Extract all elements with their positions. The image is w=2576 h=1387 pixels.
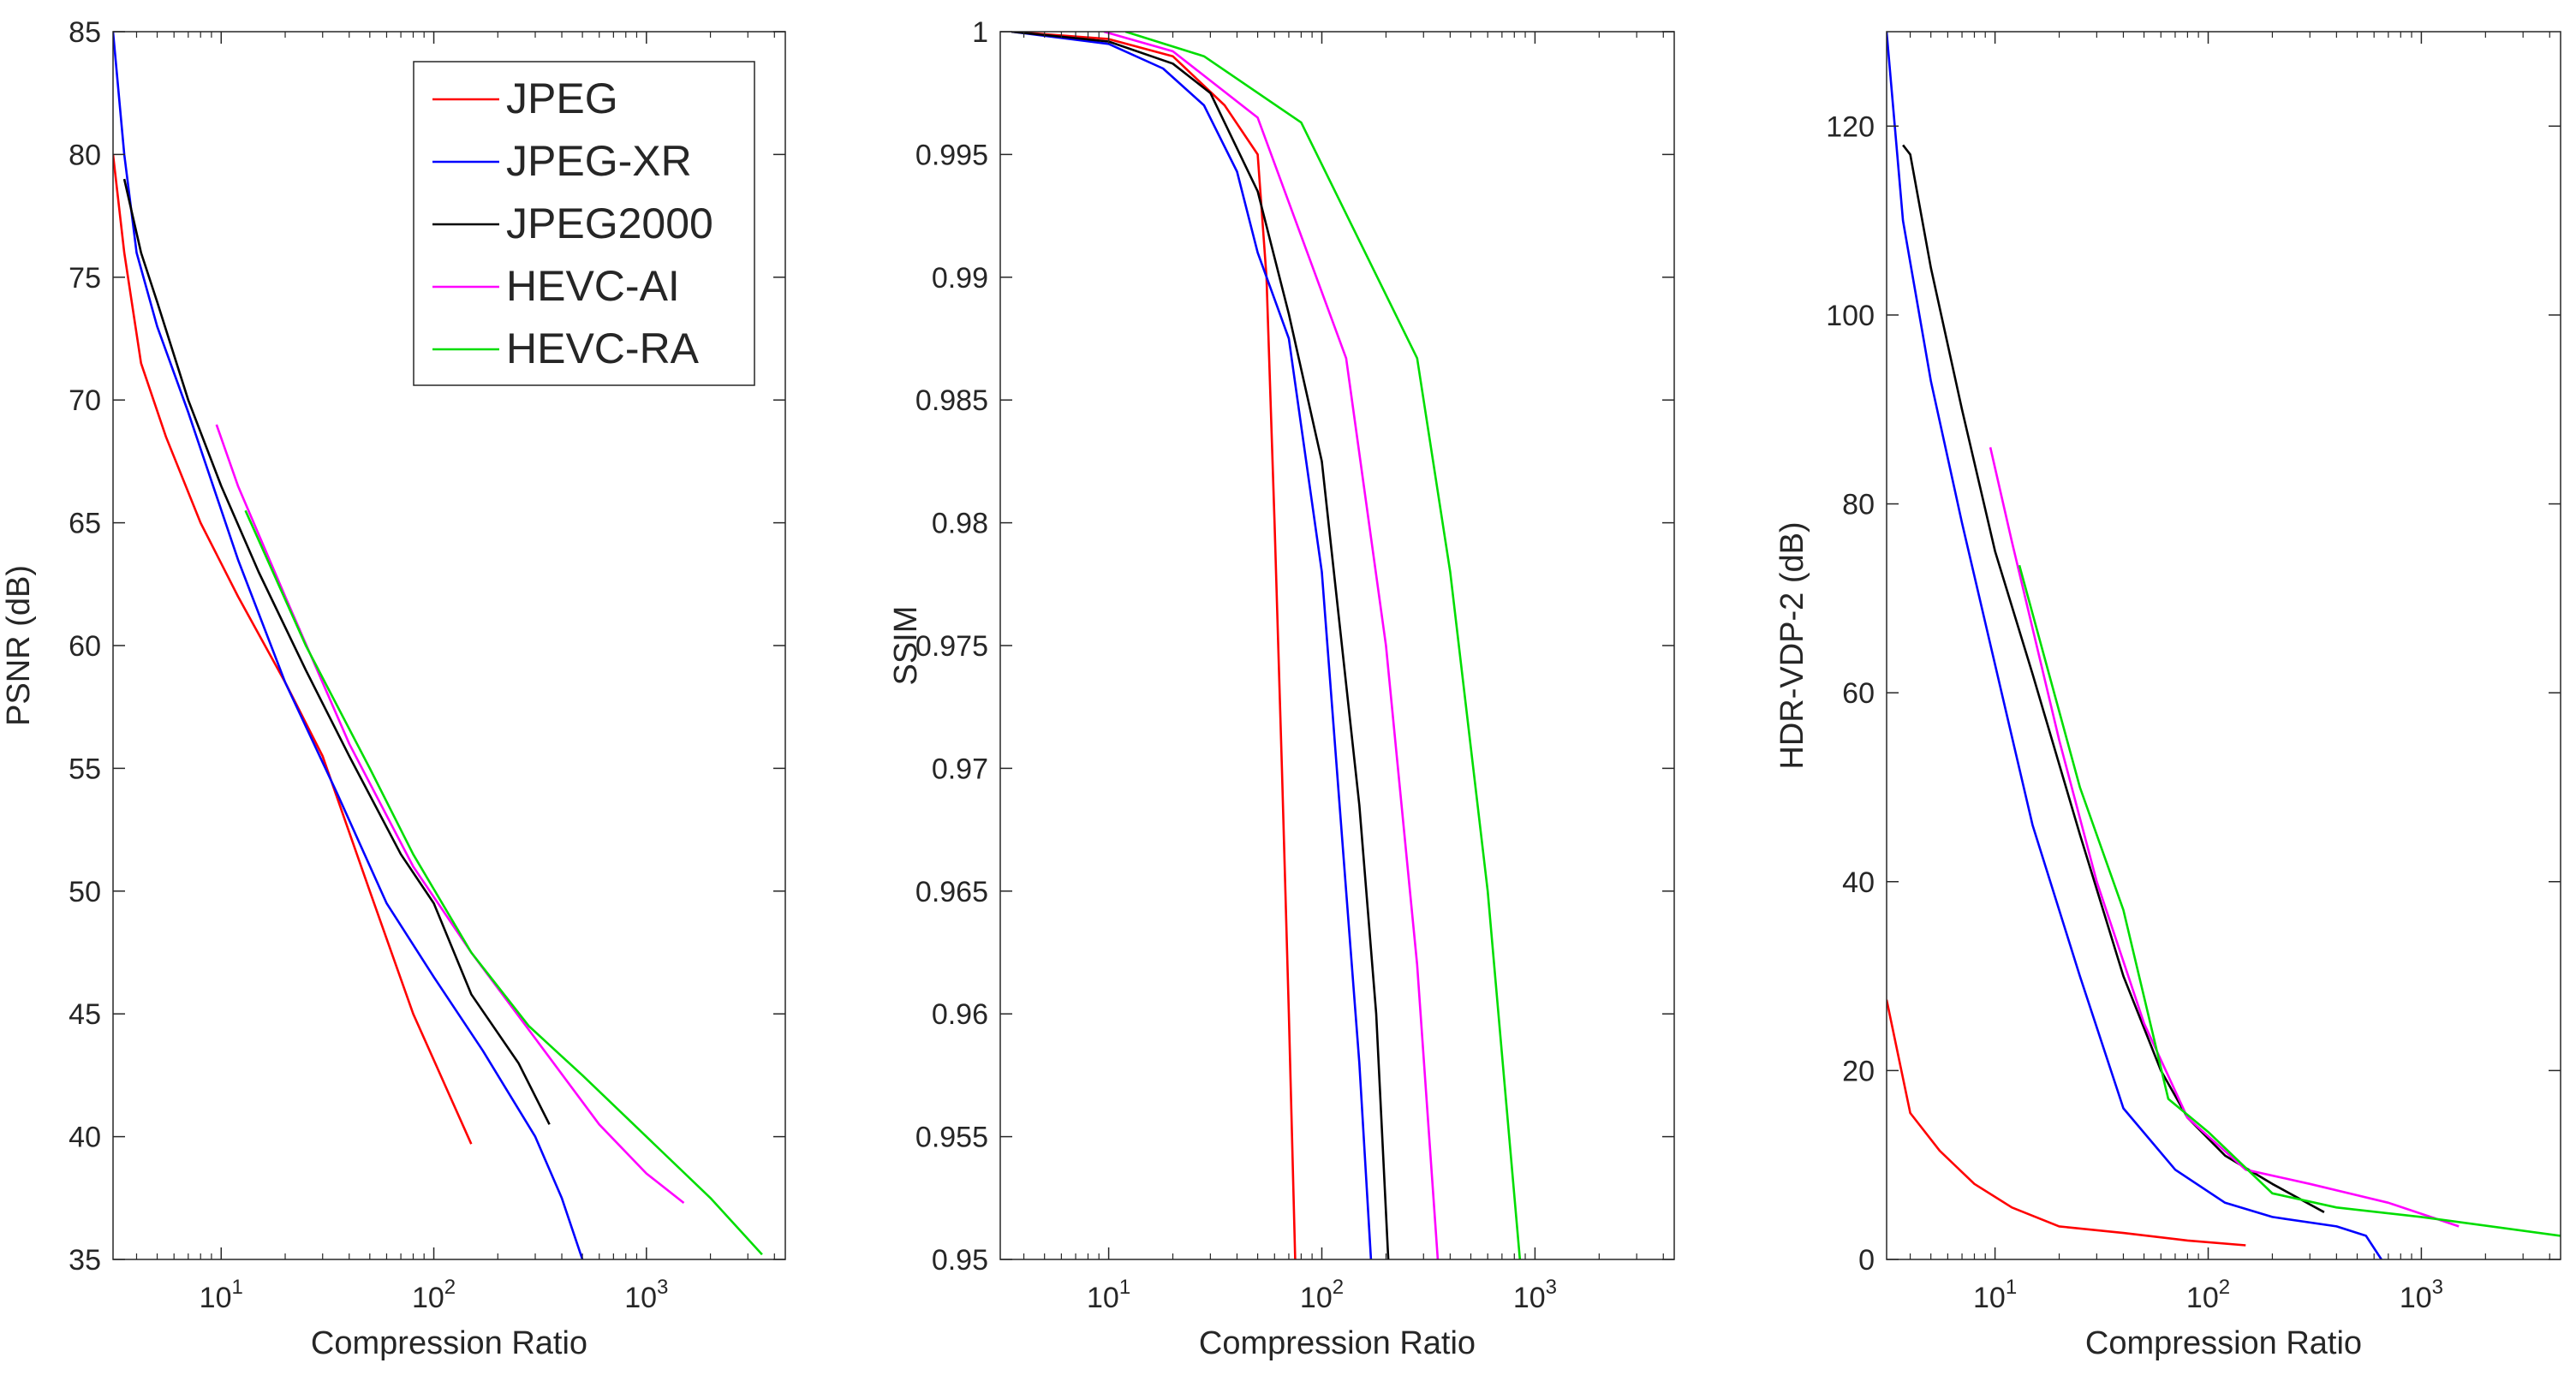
- y-tick-label: 55: [69, 753, 101, 785]
- y-tick-label: 65: [69, 508, 101, 540]
- chart-panel-2: 0.95 0.955 0.96 0.965 0.97 0.975 0.98 0.985 0.99…: [888, 16, 1675, 1361]
- x-tick-exponent: 1: [232, 1276, 243, 1299]
- y-axis-label: PSNR (dB): [1, 565, 37, 726]
- y-tick-label: 1: [972, 16, 988, 49]
- series-line-hevc-ai: [1103, 32, 1440, 1259]
- y-tick-label: 0: [1858, 1244, 1875, 1277]
- x-tick-label: 101: [1087, 1276, 1130, 1314]
- x-tick-exponent: 3: [657, 1276, 668, 1299]
- x-tick-exponent: 3: [1546, 1276, 1557, 1299]
- y-tick-label: 0.96: [932, 998, 988, 1031]
- x-axis-label: Compression Ratio: [2085, 1325, 2362, 1361]
- y-tick-label: 0.985: [915, 384, 988, 417]
- legend: JPEG JPEG-XR JPEG2000 HEVC-AI HEVC-RA: [413, 61, 755, 386]
- y-tick-label: 60: [1842, 677, 1875, 710]
- x-tick-exponent: 3: [2432, 1276, 2443, 1299]
- y-tick-label: 80: [69, 139, 101, 171]
- series-line-jpeg-xr: [1011, 32, 1373, 1259]
- y-axis-label: HDR-VDP-2 (dB): [1774, 521, 1810, 769]
- y-tick-label: 40: [1842, 866, 1875, 899]
- y-tick-label: 75: [69, 262, 101, 295]
- series-line-hevc-ra: [1124, 32, 1522, 1259]
- y-tick-label: 0.95: [932, 1244, 988, 1277]
- y-tick-label: 0.97: [932, 753, 988, 785]
- x-tick-exponent: 2: [1333, 1276, 1344, 1299]
- y-tick-label: 70: [69, 384, 101, 417]
- legend-label-hevc-ra: HEVC-RA: [506, 324, 700, 372]
- series-line-hevc-ai: [1989, 447, 2460, 1228]
- axes-box: [1886, 31, 2561, 1260]
- series-line-jpeg2000: [1011, 32, 1390, 1259]
- series-line-jpeg: [113, 154, 473, 1145]
- series-line-hevc-ra: [244, 509, 763, 1256]
- x-tick-exponent: 1: [1119, 1276, 1130, 1299]
- y-tick-label: 0.965: [915, 876, 988, 908]
- y-tick-label: 0.995: [915, 139, 988, 171]
- x-tick-exponent: 1: [2006, 1276, 2017, 1299]
- series-line-jpeg: [1011, 32, 1297, 1259]
- y-tick-label: 85: [69, 16, 101, 49]
- y-tick-label: 20: [1842, 1055, 1875, 1087]
- y-tick-label: 120: [1826, 110, 1875, 143]
- y-tick-label: 0.975: [915, 630, 988, 663]
- series-line-hevc-ai: [215, 424, 685, 1205]
- x-axis-label: Compression Ratio: [1199, 1325, 1476, 1361]
- series-line-jpeg-xr: [113, 32, 584, 1259]
- y-tick-label: 0.98: [932, 508, 988, 540]
- x-tick-exponent: 2: [444, 1276, 456, 1299]
- x-axis-label: Compression Ratio: [311, 1325, 587, 1361]
- y-axis-label: SSIM: [888, 606, 924, 686]
- series-line-jpeg: [1887, 999, 2246, 1247]
- y-tick-label: 45: [69, 998, 101, 1031]
- x-tick-exponent: 2: [2219, 1276, 2230, 1299]
- legend-label-jpeg-xr: JPEG-XR: [506, 137, 692, 185]
- y-tick-label: 0.99: [932, 262, 988, 295]
- series-line-jpeg2000: [122, 178, 551, 1125]
- legend-label-jpeg: JPEG: [506, 74, 618, 122]
- y-tick-label: 80: [1842, 489, 1875, 521]
- series-line-hevc-ra: [2018, 564, 2561, 1237]
- y-tick-label: 35: [69, 1244, 101, 1277]
- y-tick-label: 100: [1826, 300, 1875, 332]
- y-tick-label: 0.955: [915, 1122, 988, 1154]
- y-tick-label: 40: [69, 1122, 101, 1154]
- y-tick-label: 60: [69, 630, 101, 663]
- legend-label-jpeg2000: JPEG2000: [506, 199, 713, 247]
- series-line-jpeg-xr: [1887, 32, 2382, 1259]
- legend-label-hevc-ai: HEVC-AI: [506, 262, 680, 310]
- series-line-jpeg2000: [1902, 144, 2325, 1213]
- x-tick-label: 103: [1513, 1276, 1557, 1314]
- y-tick-label: 50: [69, 876, 101, 908]
